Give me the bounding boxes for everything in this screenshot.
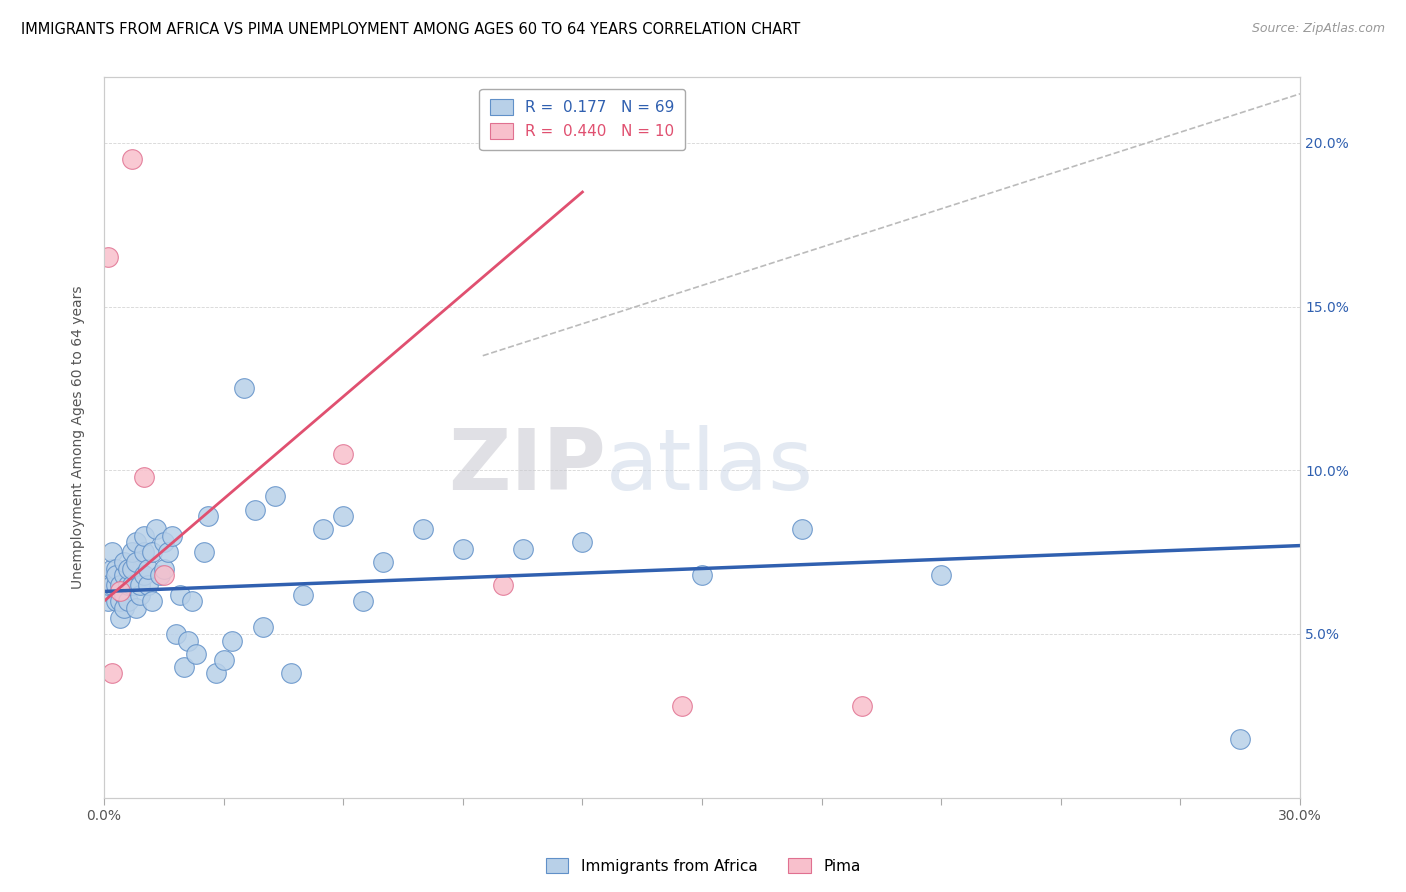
Point (132, 470, 155, 484)
Legend: R =  0.177   N = 69, R =  0.440   N = 10: R = 0.177 N = 69, R = 0.440 N = 10 (479, 88, 685, 150)
Point (280, 666, 302, 681)
Point (108, 578, 131, 592)
Point (117, 578, 139, 592)
Point (128, 578, 150, 592)
Point (152, 561, 174, 575)
Point (121, 545, 143, 559)
Point (132, 545, 155, 559)
Point (232, 381, 254, 395)
Point (108, 610, 131, 624)
Point (145, 522, 167, 536)
Point (149, 568, 172, 582)
Point (132, 568, 155, 582)
Point (112, 600, 135, 615)
Point (193, 545, 215, 559)
Point (97, 594, 120, 608)
Point (173, 659, 195, 673)
Point (212, 653, 235, 667)
Point (152, 568, 174, 582)
Point (690, 568, 713, 582)
Y-axis label: Unemployment Among Ages 60 to 64 years: Unemployment Among Ages 60 to 64 years (72, 285, 86, 590)
Point (929, 568, 952, 582)
Point (492, 578, 515, 592)
Legend: Immigrants from Africa, Pima: Immigrants from Africa, Pima (540, 852, 866, 880)
Point (101, 578, 124, 592)
Point (332, 509, 354, 524)
Point (141, 545, 163, 559)
Point (125, 600, 148, 615)
Point (125, 555, 148, 569)
Point (112, 555, 135, 569)
Point (292, 588, 315, 602)
Point (132, 529, 155, 543)
Point (177, 633, 200, 648)
Point (180, 594, 202, 608)
Text: ZIP: ZIP (449, 425, 606, 508)
Point (152, 535, 174, 549)
Point (371, 555, 394, 569)
Point (112, 568, 135, 582)
Point (104, 594, 127, 608)
Point (264, 490, 287, 504)
Point (108, 594, 131, 608)
Text: IMMIGRANTS FROM AFRICA VS PIMA UNEMPLOYMENT AMONG AGES 60 TO 64 YEARS CORRELATIO: IMMIGRANTS FROM AFRICA VS PIMA UNEMPLOYM… (21, 22, 800, 37)
Point (104, 561, 127, 575)
Point (197, 509, 219, 524)
Point (352, 594, 374, 608)
Point (136, 578, 159, 592)
Point (571, 535, 593, 549)
Point (104, 568, 127, 582)
Point (790, 522, 813, 536)
Point (108, 584, 131, 599)
Point (121, 578, 143, 592)
Point (671, 698, 693, 713)
Point (136, 561, 159, 575)
Point (156, 545, 179, 559)
Point (117, 561, 139, 575)
Point (851, 698, 873, 713)
Point (332, 447, 354, 461)
Point (101, 561, 124, 575)
Text: Source: ZipAtlas.com: Source: ZipAtlas.com (1251, 22, 1385, 36)
Point (160, 529, 183, 543)
Point (141, 594, 163, 608)
Point (104, 578, 127, 592)
Point (204, 666, 226, 681)
Point (112, 588, 135, 602)
Point (245, 502, 267, 516)
Point (252, 620, 274, 634)
Point (101, 666, 124, 681)
Point (169, 588, 191, 602)
Point (125, 535, 148, 549)
Point (165, 627, 187, 641)
Point (101, 545, 124, 559)
Point (1229, 731, 1251, 746)
Point (97, 578, 120, 592)
Point (184, 647, 207, 661)
Point (512, 541, 534, 556)
Point (128, 588, 150, 602)
Point (97, 251, 120, 265)
Point (117, 594, 139, 608)
Point (451, 541, 474, 556)
Text: atlas: atlas (606, 425, 814, 508)
Point (312, 522, 335, 536)
Point (121, 153, 143, 167)
Point (412, 522, 434, 536)
Point (221, 633, 243, 648)
Point (121, 561, 143, 575)
